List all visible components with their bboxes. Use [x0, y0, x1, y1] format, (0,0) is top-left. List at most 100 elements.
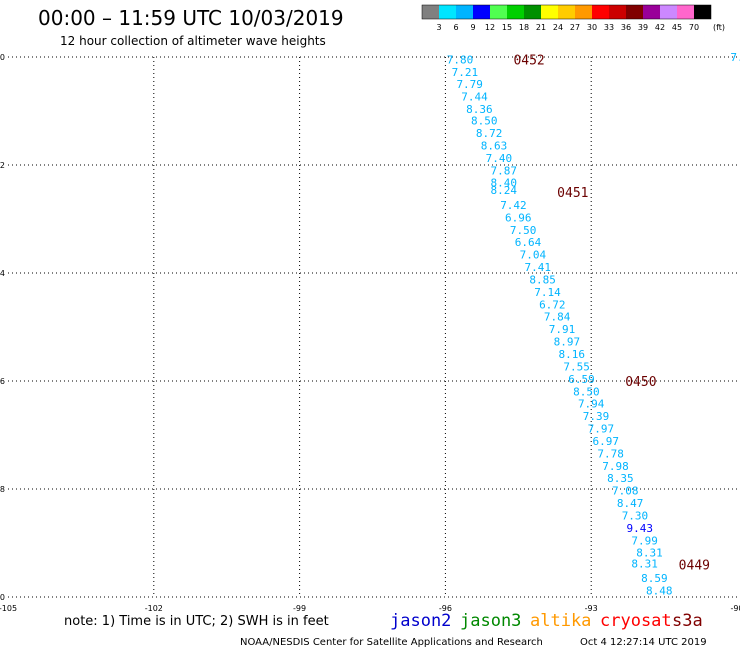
legend-tick-label: 15: [502, 23, 512, 32]
x-tick-label: -105: [0, 604, 17, 613]
wave-height-value: 8.85: [529, 273, 556, 286]
legend-tick-label: 6: [453, 23, 458, 32]
wave-height-value: 6.64: [515, 236, 542, 249]
wave-height-value: 8.59: [641, 572, 668, 585]
wave-height-value: 7.78: [597, 447, 624, 460]
wave-height-value: 9.43: [627, 522, 654, 535]
wave-height-value: 8.16: [559, 348, 586, 361]
color-legend: 3 6 9 12 15 18 21 24 27 30 33 36 39 42 45 70 (ft): [421, 4, 725, 32]
wave-height-value: 8.35: [607, 472, 634, 485]
legend-swatch: [609, 5, 626, 19]
legend-swatch: [422, 5, 439, 19]
wave-height-value: 7.21: [452, 66, 479, 79]
legend-tick-label: 30: [587, 23, 597, 32]
wave-height-value: 6.97: [593, 435, 620, 448]
legend-tick-label: 3: [436, 23, 441, 32]
wave-height-value: 8.97: [554, 336, 581, 349]
pass-time-label: 0451: [557, 186, 588, 201]
wave-height-value: 7.: [730, 51, 740, 64]
axis-ticks: -40 -42 -44 -46 -48 -50 -105 -102 -99 -96 -93 -90: [0, 53, 740, 613]
y-tick-label: -42: [0, 161, 5, 170]
wave-height-value: 8.24: [490, 184, 517, 197]
legend-swatch: [541, 5, 558, 19]
wave-height-value: 7.30: [622, 509, 649, 522]
wave-height-value: 8.31: [636, 547, 663, 560]
wave-height-value: 8.36: [466, 103, 493, 116]
wave-height-value: 7.40: [486, 152, 513, 165]
pass-time-label: 0450: [625, 375, 656, 390]
legend-tick-label: 18: [519, 23, 529, 32]
legend-swatch: [660, 5, 677, 19]
legend-swatch: [507, 5, 524, 19]
credit-text: NOAA/NESDIS Center for Satellite Applica…: [240, 637, 543, 648]
wave-height-value: 7.14: [534, 286, 561, 299]
note-text: note: 1) Time is in UTC; 2) SWH is in fe…: [64, 614, 329, 629]
wave-height-value: 8.40: [490, 176, 517, 189]
wave-height-value: 7.84: [544, 311, 571, 324]
y-tick-label: -48: [0, 485, 5, 494]
wave-height-value: 8.47: [617, 497, 644, 510]
map-grid: [8, 56, 737, 598]
wave-height-value: 7.08: [612, 485, 639, 498]
wave-height-values: 7.807.217.797.448.368.508.728.637.407.87…: [447, 51, 740, 598]
satellite-jason3: jason3: [460, 611, 521, 631]
y-tick-label: -40: [0, 53, 5, 62]
x-tick-label: -90: [730, 604, 740, 613]
satellite-legend: jason2 jason3 altika cryosat s3a: [390, 611, 703, 631]
y-tick-label: -50: [0, 593, 5, 602]
legend-swatch: [490, 5, 507, 19]
wave-height-value: 8.31: [631, 558, 658, 571]
wave-height-value: 7.87: [490, 164, 517, 177]
x-tick-label: -96: [439, 604, 452, 613]
legend-swatch: [524, 5, 541, 19]
x-tick-label: -99: [293, 604, 306, 613]
x-tick-label: -93: [585, 604, 598, 613]
y-tick-label: -46: [0, 377, 5, 386]
wave-height-value: 7.55: [563, 360, 590, 373]
legend-tick-label: 42: [655, 23, 665, 32]
y-tick-label: -44: [0, 269, 5, 278]
legend-swatch: [439, 5, 456, 19]
chart-subtitle: 12 hour collection of altimeter wave hei…: [60, 34, 326, 48]
satellite-jason2: jason2: [390, 611, 451, 631]
legend-tick-label: 12: [485, 23, 495, 32]
wave-height-value: 8.50: [471, 115, 498, 128]
satellite-s3a: s3a: [672, 611, 703, 631]
pass-time-labels: 0452 0451 0450 0449: [513, 54, 710, 574]
legend-tick-label: 27: [570, 23, 580, 32]
pass-time-label: 0452: [513, 54, 544, 69]
legend-tick-label: 33: [604, 23, 614, 32]
wave-height-value: 7.94: [578, 398, 605, 411]
legend-tick-label: 70: [689, 23, 699, 32]
wave-height-value: 7.42: [500, 199, 527, 212]
legend-swatch: [694, 5, 711, 19]
legend-swatch: [575, 5, 592, 19]
legend-swatch: [677, 5, 694, 19]
wave-height-value: 7.44: [461, 90, 488, 103]
wave-height-value: 7.50: [510, 224, 537, 237]
wave-height-value: 7.99: [631, 534, 658, 547]
satellite-altika: altika: [530, 611, 591, 631]
wave-height-value: 7.80: [447, 54, 474, 67]
chart-title: 00:00 – 11:59 UTC 10/03/2019: [38, 6, 344, 30]
wave-height-value: 8.63: [481, 140, 508, 153]
legend-swatch: [592, 5, 609, 19]
legend-tick-label: 21: [536, 23, 546, 32]
legend-swatch: [643, 5, 660, 19]
legend-tick-label: 39: [638, 23, 648, 32]
legend-swatch: [558, 5, 575, 19]
legend-swatch: [456, 5, 473, 19]
wave-height-value: 7.91: [549, 323, 576, 336]
wave-height-value: 8.50: [573, 385, 600, 398]
legend-tick-label: 9: [470, 23, 475, 32]
legend-tick-label: 36: [621, 23, 631, 32]
wave-height-value: 8.72: [476, 127, 503, 140]
pass-time-label: 0449: [679, 559, 710, 574]
legend-frame: [421, 4, 712, 20]
timestamp-text: Oct 4 12:27:14 UTC 2019: [580, 637, 707, 648]
satellite-cryosat: cryosat: [600, 611, 672, 631]
wave-height-value: 8.48: [646, 585, 673, 598]
wave-height-value: 7.39: [583, 410, 610, 423]
wave-height-value: 6.96: [505, 211, 532, 224]
